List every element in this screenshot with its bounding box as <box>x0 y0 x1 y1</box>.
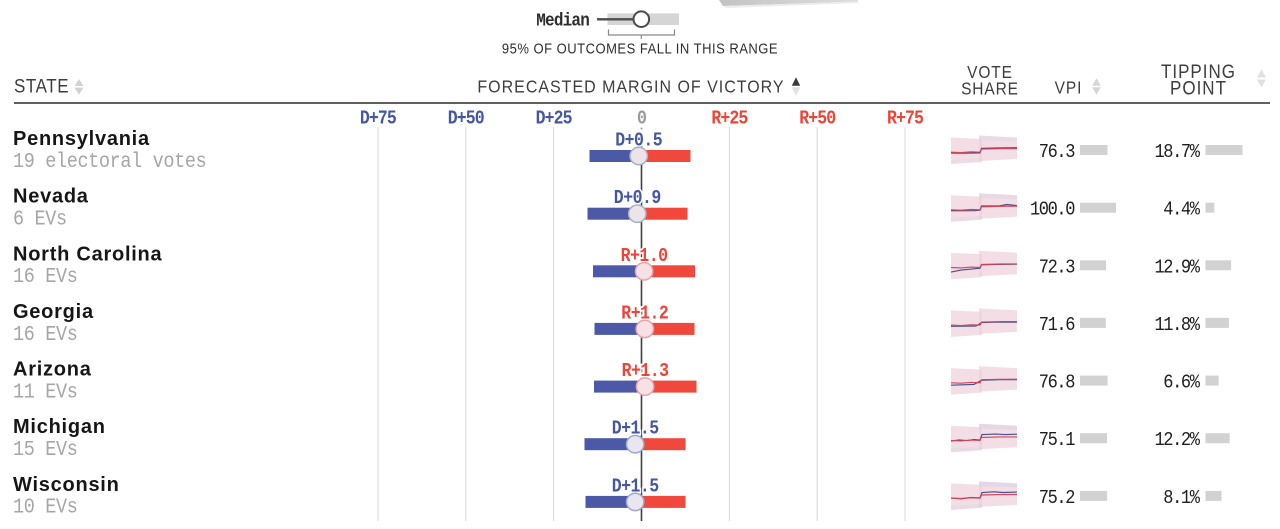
svg-text:6.6%: 6.6% <box>1163 372 1200 394</box>
svg-text:76.3: 76.3 <box>1039 141 1075 163</box>
svg-text:R+1.2: R+1.2 <box>621 303 668 324</box>
svg-text:19 electoral votes: 19 electoral votes <box>13 150 206 175</box>
svg-text:STATE: STATE <box>14 76 69 97</box>
svg-text:TIPPING: TIPPING <box>1161 61 1236 82</box>
svg-text:VPI: VPI <box>1055 79 1083 98</box>
svg-text:18.7%: 18.7% <box>1154 141 1200 163</box>
svg-text:Arizona: Arizona <box>13 359 92 381</box>
svg-text:16 EVs: 16 EVs <box>13 265 77 290</box>
svg-text:4.4%: 4.4% <box>1163 199 1200 221</box>
svg-text:12.2%: 12.2% <box>1154 429 1200 451</box>
svg-text:North Carolina: North Carolina <box>13 243 163 265</box>
svg-text:Wisconsin: Wisconsin <box>13 474 120 496</box>
svg-text:Pennsylvania: Pennsylvania <box>13 128 150 150</box>
svg-text:72.3: 72.3 <box>1039 256 1075 278</box>
svg-text:11 EVs: 11 EVs <box>13 380 77 405</box>
svg-text:D+50: D+50 <box>448 109 484 130</box>
svg-text:15 EVs: 15 EVs <box>13 438 77 463</box>
svg-text:95% OF OUTCOMES FALL IN THIS R: 95% OF OUTCOMES FALL IN THIS RANGE <box>502 41 778 57</box>
svg-text:11.8%: 11.8% <box>1154 314 1200 336</box>
svg-text:D+25: D+25 <box>536 109 572 130</box>
svg-text:R+1.0: R+1.0 <box>621 246 668 267</box>
svg-text:R+75: R+75 <box>887 109 923 130</box>
svg-text:R+50: R+50 <box>799 109 835 130</box>
svg-text:10 EVs: 10 EVs <box>13 496 77 521</box>
svg-text:76.8: 76.8 <box>1039 372 1075 394</box>
svg-text:100.0: 100.0 <box>1030 199 1074 221</box>
svg-text:POINT: POINT <box>1170 78 1227 99</box>
svg-text:8.1%: 8.1% <box>1163 487 1200 509</box>
svg-text:R+1.3: R+1.3 <box>622 361 669 382</box>
svg-text:Median: Median <box>536 12 589 32</box>
svg-text:12.9%: 12.9% <box>1154 256 1200 278</box>
svg-text:75.1: 75.1 <box>1039 429 1076 451</box>
svg-text:Georgia: Georgia <box>13 301 94 323</box>
svg-text:75.2: 75.2 <box>1039 487 1075 509</box>
svg-text:16 EVs: 16 EVs <box>13 323 77 348</box>
svg-text:71.6: 71.6 <box>1039 314 1075 336</box>
svg-text:Nevada: Nevada <box>13 186 89 208</box>
svg-text:0: 0 <box>637 109 646 130</box>
svg-text:Michigan: Michigan <box>13 416 106 438</box>
svg-text:D+75: D+75 <box>360 109 396 130</box>
svg-text:VOTE: VOTE <box>967 63 1013 82</box>
svg-text:SHARE: SHARE <box>961 80 1019 99</box>
svg-text:FORECASTED MARGIN OF VICTORY: FORECASTED MARGIN OF VICTORY <box>477 77 784 97</box>
svg-text:6 EVs: 6 EVs <box>13 207 67 232</box>
svg-text:R+25: R+25 <box>711 109 747 130</box>
